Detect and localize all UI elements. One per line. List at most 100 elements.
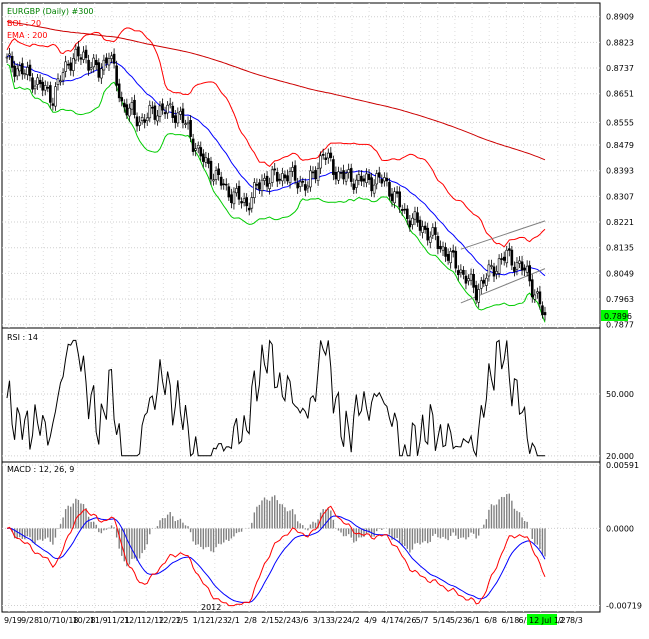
- candle-body: [434, 227, 437, 235]
- candle-body: [495, 271, 498, 275]
- candle-body: [143, 119, 146, 123]
- candle-body: [41, 81, 44, 91]
- candle-body: [112, 53, 116, 64]
- candle-body: [258, 182, 261, 190]
- x-tick-label: 5/14: [433, 616, 451, 625]
- x-tick-label: 9/19: [4, 616, 22, 625]
- candle-body: [439, 245, 442, 250]
- candle-body: [324, 157, 328, 160]
- candle-body: [454, 250, 458, 269]
- macd-tick-label: 0.00591: [606, 461, 639, 470]
- candle-body: [273, 168, 277, 171]
- candle-body: [296, 182, 299, 189]
- candle-body: [372, 184, 376, 194]
- candle-body: [352, 183, 356, 190]
- candle-body: [464, 275, 468, 284]
- candle-body: [355, 179, 358, 188]
- x-tick-label: 2/1: [227, 616, 240, 625]
- candle-body: [508, 248, 511, 251]
- x-tick-label: 6/18: [501, 616, 519, 625]
- x-tick-label: 1/23: [210, 616, 228, 625]
- candle-body: [477, 289, 481, 303]
- price-tick-label: 0.7877: [606, 321, 634, 330]
- candle-body: [133, 99, 136, 116]
- candle-body: [181, 108, 185, 124]
- candle-body: [485, 277, 488, 286]
- x-tick-label: 5/23: [450, 616, 468, 625]
- candle-body: [360, 175, 363, 182]
- x-tick-label: 2/15: [261, 616, 279, 625]
- rsi-line: [6, 339, 545, 458]
- candle-body: [151, 106, 154, 109]
- price-series: [5, 21, 547, 323]
- candle-body: [184, 123, 187, 125]
- candle-body: [502, 256, 506, 261]
- price-tick-label: 0.8651: [606, 90, 634, 99]
- x-tick-label: 1/5: [176, 616, 189, 625]
- candle-body: [102, 59, 106, 71]
- candle-body: [268, 183, 271, 189]
- candle-body: [451, 250, 455, 253]
- x-tick-label: 10/18: [55, 616, 78, 625]
- candle-body: [105, 57, 108, 64]
- candle-body: [441, 246, 445, 251]
- candle-body: [255, 184, 259, 186]
- candle-body: [89, 67, 93, 70]
- candle-body: [314, 170, 317, 180]
- candle-body: [87, 59, 90, 71]
- candle-body: [418, 219, 422, 231]
- x-tick-label: 11/9: [90, 616, 108, 625]
- candle-body: [69, 62, 73, 71]
- candle-body: [505, 249, 509, 264]
- candle-body: [64, 61, 67, 72]
- x-tick-label: 5/7: [416, 616, 429, 625]
- candle-body: [253, 182, 256, 198]
- candle-body: [533, 294, 537, 300]
- candle-body: [428, 236, 432, 243]
- candle-body: [321, 153, 325, 156]
- candle-body: [326, 152, 330, 159]
- x-tick-label: 9/28: [21, 616, 39, 625]
- candle-body: [148, 105, 152, 119]
- rsi-series: [6, 339, 545, 458]
- candle-body: [82, 51, 85, 60]
- candle-body: [23, 73, 27, 76]
- candle-body: [166, 104, 169, 114]
- candle-body: [288, 171, 292, 184]
- candle-body: [128, 107, 131, 117]
- candle-body: [263, 177, 266, 181]
- price-tick-label: 0.8479: [606, 141, 634, 150]
- candle-body: [339, 172, 343, 174]
- candle-body: [365, 173, 368, 184]
- candle-body: [145, 117, 149, 122]
- candle-body: [472, 273, 475, 288]
- bollinger-middle-line: [6, 54, 546, 277]
- ema-legend: EMA : 200: [7, 31, 47, 40]
- candle-body: [293, 165, 297, 181]
- candle-body: [222, 183, 226, 186]
- x-tick-label: 12/12: [141, 616, 164, 625]
- candle-body: [459, 269, 463, 274]
- price-tick-label: 0.8307: [606, 192, 634, 201]
- x-tick-label: 3/6: [296, 616, 309, 625]
- x-tick-label: 7/27: [553, 616, 571, 625]
- candle-body: [528, 265, 532, 282]
- candle-body: [168, 103, 172, 106]
- candle-body: [385, 177, 389, 182]
- candle-body: [275, 171, 279, 182]
- candle-body: [189, 120, 192, 137]
- macd-signal-line: [6, 515, 546, 603]
- rsi-gridlines: [2, 393, 600, 457]
- candle-body: [337, 171, 340, 181]
- current-date-label: 12 Jul 12: [529, 616, 564, 625]
- candle-body: [510, 249, 514, 266]
- candle-body: [500, 258, 503, 260]
- candle-body: [344, 173, 348, 182]
- last-price-badge: [601, 310, 628, 321]
- x-tick-label: 1/12: [193, 616, 211, 625]
- x-tick-label: 6/8: [484, 616, 497, 625]
- ema-200-line: [6, 21, 546, 161]
- candle-body: [536, 291, 539, 294]
- candle-body: [377, 172, 381, 178]
